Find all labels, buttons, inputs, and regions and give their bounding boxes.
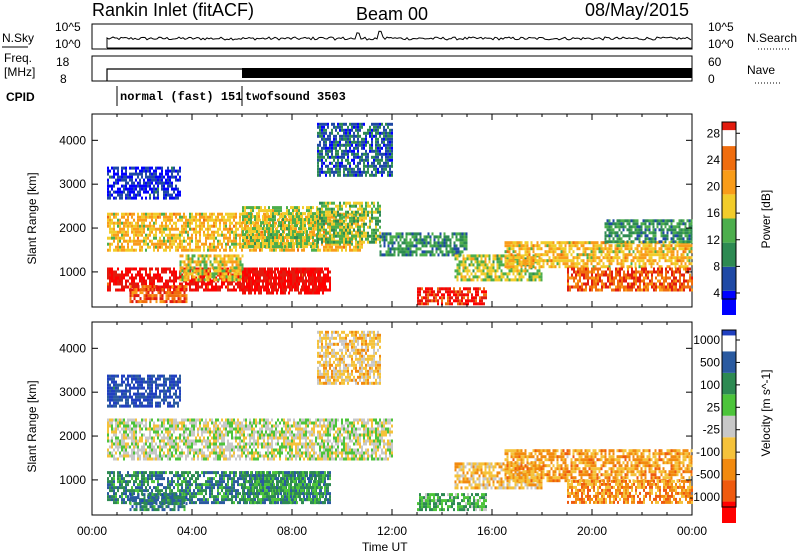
- velocity-ytick-label-0: 1000: [59, 473, 86, 487]
- nsky-line: [106, 30, 692, 48]
- beam-title: Beam 00: [356, 4, 428, 24]
- power-colorbar-seg-4: [722, 194, 736, 219]
- velocity-ytick-label-3: 4000: [59, 341, 86, 355]
- velocity-ytick-label-2: 3000: [59, 385, 86, 399]
- x-tick-label-5: 20:00: [577, 524, 607, 538]
- nsky-panel-frame: [91, 23, 693, 50]
- x-tick-label-2: 08:00: [277, 524, 307, 538]
- power-ylabel: Slant Range [km]: [25, 172, 39, 264]
- power-cb-label-6: 28: [707, 126, 721, 140]
- nsearch-tick-bottom: 10^0: [708, 37, 734, 51]
- velocity-colorbar-seg-7: [722, 351, 736, 373]
- velocity-cb-label-1: 500: [700, 355, 720, 369]
- power-cb-label-0: 4: [713, 286, 720, 300]
- velocity-cells: [107, 330, 693, 512]
- velocity-colorbar-seg-6: [722, 372, 736, 395]
- power-colorbar-frame: [721, 121, 737, 300]
- nsearch-tick-top: 10^5: [708, 20, 734, 34]
- cpid-label: CPID: [6, 90, 35, 104]
- power-colorbar-seg-0: [722, 290, 736, 315]
- power-colorbar-seg-1: [722, 266, 736, 291]
- power-colorbar-label: Power [dB]: [759, 190, 773, 249]
- power-ytick-label-3: 4000: [59, 133, 86, 147]
- x-axis: 00:00 04:00 08:00 12:00 16:00 20:00 00:00: [77, 524, 707, 538]
- power-cb-label-1: 8: [713, 259, 720, 273]
- power-ytick-label-1: 2000: [59, 221, 86, 235]
- x-tick-label-0: 00:00: [77, 524, 107, 538]
- nave-tick-bottom: 0: [708, 72, 715, 86]
- power-cb-label-3: 16: [707, 206, 721, 220]
- velocity-ylabel: Slant Range [km]: [25, 380, 39, 472]
- freq-line-normal: [106, 68, 242, 81]
- freq-label-line2: [MHz]: [4, 65, 35, 79]
- velocity-colorbar-label: Velocity [m s^-1]: [759, 370, 773, 457]
- x-tick-label-4: 16:00: [477, 524, 507, 538]
- velocity-cb-label-4: -25: [703, 423, 721, 437]
- velocity-ytick-label-1: 2000: [59, 429, 86, 443]
- power-cb-label-5: 24: [707, 153, 721, 167]
- power-cells: [107, 122, 693, 306]
- power-cb-label-2: 12: [707, 233, 721, 247]
- velocity-colorbar-seg-2: [722, 458, 736, 481]
- velocity-cb-label-2: 100: [700, 378, 720, 392]
- nsky-trace: [106, 30, 692, 49]
- cpid-segment-label-0: normal (fast) 151: [120, 90, 242, 104]
- velocity-cb-label-5: -100: [696, 445, 720, 459]
- power-colorbar-seg-5: [722, 170, 736, 195]
- nsky-label: N.Sky: [2, 31, 34, 45]
- cpid-row: normal (fast) 151 twofsound 3503: [116, 86, 346, 106]
- velocity-cb-label-3: 25: [707, 400, 721, 414]
- freq-tick-bottom: 8: [60, 72, 67, 86]
- freq-line-twofsound: [242, 68, 692, 78]
- nave-tick-top: 60: [708, 55, 722, 69]
- velocity-cb-label-0: 1000: [693, 333, 720, 347]
- velocity-colorbar-seg-8: [722, 330, 736, 336]
- velocity-colorbar-frame: [721, 329, 737, 508]
- velocity-colorbar-seg-5: [722, 394, 736, 416]
- x-axis-label: Time UT: [362, 540, 408, 554]
- station-title: Rankin Inlet (fitACF): [92, 0, 254, 20]
- freq-tick-top: 18: [56, 55, 70, 69]
- nsky-tick-bottom: 10^0: [55, 37, 81, 51]
- power-colorbar-seg-3: [722, 218, 736, 243]
- velocity-colorbar-seg-3: [722, 437, 736, 459]
- nave-label: Nave: [747, 63, 775, 77]
- x-tick-label-6: 00:00: [677, 524, 707, 538]
- velocity-colorbar-seg-0: [722, 501, 736, 523]
- power-panel: 1000 2000 3000 4000 Slant Range [km] 4 8 12 16 20…: [25, 113, 773, 315]
- velocity-cb-label-6: -500: [696, 468, 720, 482]
- power-colorbar-seg-6: [722, 146, 736, 171]
- power-colorbar-seg-7: [722, 122, 736, 131]
- nsearch-label: N.Search: [747, 31, 797, 45]
- velocity-panel: 1000 2000 3000 4000 Slant Range [km] 1000 500 1…: [25, 321, 773, 523]
- date-title: 08/May/2015: [585, 0, 689, 20]
- power-ytick-label-0: 1000: [59, 265, 86, 279]
- velocity-cb-label-7: -1000: [689, 490, 720, 504]
- power-ytick-label-2: 3000: [59, 177, 86, 191]
- velocity-colorbar-seg-1: [722, 480, 736, 502]
- cpid-segment-label-1: twofsound 3503: [245, 90, 346, 104]
- nsky-tick-top: 10^5: [55, 20, 81, 34]
- freq-label-line1: Freq.: [4, 51, 32, 65]
- velocity-colorbar-seg-4: [722, 415, 736, 438]
- freq-trace: [106, 68, 692, 81]
- power-cb-label-4: 20: [707, 180, 721, 194]
- x-tick-label-1: 04:00: [177, 524, 207, 538]
- power-colorbar-seg-2: [722, 242, 736, 267]
- x-tick-label-3: 12:00: [377, 524, 407, 538]
